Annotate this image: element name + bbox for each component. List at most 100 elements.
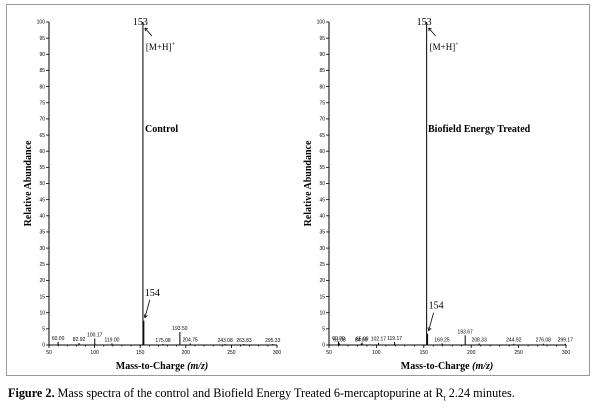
y-tick-label: 75 (319, 100, 325, 106)
peak-label: 60.00 (52, 336, 65, 342)
x-tick-label: 200 (467, 350, 476, 356)
y-tick-label: 60 (319, 149, 325, 155)
second-peak-label: 154 (429, 301, 444, 312)
base-peak-label: 153 (133, 17, 148, 28)
x-tick-label: 300 (562, 350, 571, 356)
ion-arrow-head (428, 27, 432, 32)
y-tick-label: 90 (39, 52, 45, 58)
y-tick-label: 35 (319, 230, 325, 236)
base-peak-label: 153 (417, 17, 432, 28)
peak-label: 61.08 (333, 337, 346, 343)
y-tick-label: 40 (39, 214, 45, 220)
y-tick-label: 95 (39, 36, 45, 42)
ion-arrow (428, 27, 436, 37)
peak-label: 204.75 (182, 337, 198, 343)
ion-charge: + (455, 42, 459, 48)
y-tick-label: 20 (39, 278, 45, 284)
y-tick-label: 100 (317, 20, 326, 26)
y-tick-label: 35 (39, 230, 45, 236)
y-tick-label: 100 (37, 20, 46, 26)
caption-subscript: t (443, 393, 446, 403)
y-tick-label: 70 (39, 117, 45, 123)
x-tick-label: 150 (136, 350, 145, 356)
y-tick-label: 45 (39, 197, 45, 203)
ion-charge: + (172, 42, 176, 48)
peak-label: 100.17 (87, 333, 103, 339)
y-tick-label: 25 (39, 262, 45, 268)
second-peak-arrow-head (427, 327, 432, 331)
y-tick-label: 80 (39, 84, 45, 90)
x-axis-title: Mass-to-Charge (m/z) (401, 361, 493, 372)
figure-frame: 0 5 10 15 20 25 30 35 40 45 50 55 60 65 70 75 80 85 90 95 10… (6, 4, 590, 376)
y-tick-label: 55 (39, 165, 45, 171)
y-tick-label: 30 (39, 246, 45, 252)
peak-label: 60.00 (332, 336, 345, 342)
y-tick-label: 45 (319, 197, 325, 203)
caption-text: Mass spectra of the control and Biofield… (54, 386, 444, 400)
y-tick-label: 65 (39, 133, 45, 139)
x-tick-label: 300 (273, 350, 282, 356)
peak-label: 263.83 (236, 338, 252, 344)
second-peak-arrow (144, 299, 151, 318)
caption-text-end: 2.24 minutes. (445, 386, 515, 400)
second-peak-arrow-head (143, 314, 148, 319)
chart-panel-2: 0 5 10 15 20 25 30 35 40 45 50 55 60 65 70 75 80 85 90 95 10… (303, 17, 573, 372)
ion-label: [M+H]+ (430, 42, 460, 52)
ion-arrow-head (144, 27, 149, 32)
peak-label: 85.00 (356, 337, 369, 343)
peak-label: 276.08 (536, 338, 552, 344)
y-tick-label: 50 (39, 181, 45, 187)
ion-label: [M+H]+ (146, 42, 176, 52)
y-tick-label: 85 (319, 68, 325, 74)
peak-label: 244.92 (506, 338, 522, 344)
second-peak-arrow (428, 312, 434, 331)
y-tick-label: 55 (319, 165, 325, 171)
y-tick-label: 50 (319, 181, 325, 187)
peak-label: 119.17 (387, 336, 402, 342)
panel-title: Control (145, 124, 178, 135)
y-axis-title: Relative Abundance (303, 140, 314, 226)
y-tick-label: 95 (319, 36, 325, 42)
y-tick-label: 40 (319, 214, 325, 220)
peak-label: 119.00 (104, 337, 119, 343)
peak-label: 84.00 (355, 337, 368, 343)
figure-caption: Figure 2. Mass spectra of the control an… (8, 386, 598, 402)
y-tick-label: 15 (319, 294, 325, 300)
y-tick-label: 80 (319, 84, 325, 90)
y-tick-label: 30 (319, 246, 325, 252)
peak-label: 175.08 (155, 338, 171, 344)
peak-label: 295.33 (265, 338, 281, 344)
y-tick-label: 5 (42, 327, 45, 333)
y-tick-label: 25 (319, 262, 325, 268)
panel-title: Biofield Energy Treated (428, 124, 531, 135)
y-axis-title: Relative Abundance (23, 140, 34, 226)
ion-arrow (144, 27, 153, 37)
y-tick-label: 65 (319, 133, 325, 139)
y-tick-label: 5 (322, 327, 325, 333)
x-tick-label: 100 (90, 350, 99, 356)
peak-label: 193.67 (458, 329, 474, 335)
peak-label: 243.08 (217, 338, 233, 344)
y-tick-label: 75 (39, 100, 45, 106)
x-axis-unit: (m/z) (187, 361, 208, 372)
y-tick-label: 0 (42, 343, 45, 349)
figure-svg: 0510152025303540455055606570758085909510… (23, 17, 573, 372)
y-tick-label: 20 (319, 278, 325, 284)
x-tick-label: 250 (227, 350, 236, 356)
x-tick-label: 250 (514, 350, 523, 356)
y-tick-label: 60 (39, 149, 45, 155)
chart-panel-1: 0 5 10 15 20 25 30 35 40 45 50 55 60 65 70 75 80 85 90 95 10… (23, 17, 281, 372)
y-tick-label: 70 (319, 117, 325, 123)
caption-label: Figure 2. (8, 386, 55, 400)
peak-label: 208.33 (471, 337, 487, 343)
peak-label: 102.17 (371, 337, 387, 343)
y-tick-label: 0 (322, 343, 325, 349)
y-tick-label: 10 (39, 310, 45, 316)
x-axis-title: Mass-to-Charge (m/z) (116, 361, 208, 372)
x-tick-label: 50 (46, 350, 52, 356)
y-tick-label: 90 (319, 52, 325, 58)
y-tick-label: 85 (39, 68, 45, 74)
y-tick-label: 15 (39, 294, 45, 300)
peak-label: 193.50 (172, 326, 188, 332)
x-axis-unit: (m/z) (472, 361, 493, 372)
